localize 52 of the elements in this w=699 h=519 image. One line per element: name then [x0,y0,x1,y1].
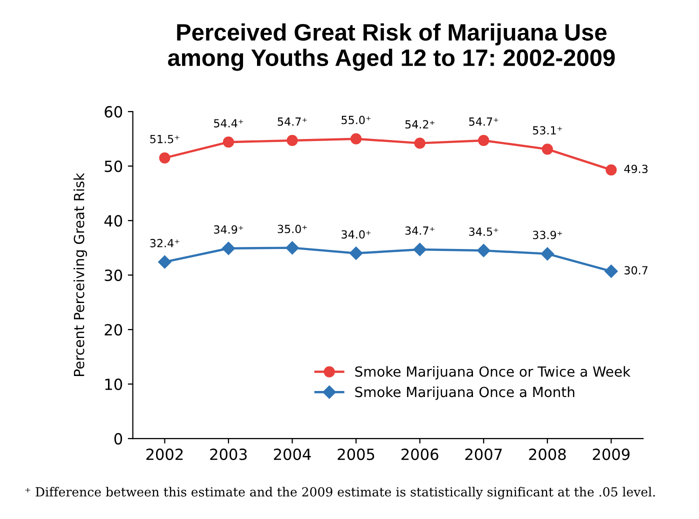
y-tick-label: 60 [104,106,122,118]
point [349,246,363,260]
x-tick-label: 2006 [402,448,438,460]
legend-label: Smoke Marijuana Once or Twice a Week [355,366,631,380]
data-label: 32.4⁺ [150,238,180,248]
x-tick-label: 2007 [465,448,502,460]
point [604,264,618,278]
text: ⁺ Difference between this estimate and the 2009 estimate is statistically significant at the .05 level. [25,486,655,500]
point [414,138,426,149]
x-tick-label: 2005 [338,448,374,460]
data-label: 53.1⁺ [532,126,562,135]
x-tick-label: 2009 [592,448,630,460]
point [222,242,236,255]
point [542,144,553,155]
y-axis-title: Percent Perceiving Great Risk [74,172,87,376]
data-label: 35.0⁺ [278,224,307,234]
data-label: 54.4⁺ [214,119,244,128]
y-tick-label: 50 [104,160,122,172]
point [159,152,170,164]
point [350,133,362,144]
point [478,134,490,146]
point [477,244,490,258]
data-label: 34.7⁺ [405,226,434,235]
data-label: 54.2⁺ [405,120,434,129]
y-tick-label: 40 [104,215,122,227]
y-tick-label: 0 [114,433,122,445]
y-tick-label: 20 [104,324,122,336]
data-label: 34.5⁺ [469,227,498,236]
x-tick-label: 2008 [529,448,566,460]
x-tick-label: 2003 [210,448,247,460]
data-label: 30.7 [624,266,648,274]
data-label: 33.9⁺ [532,230,562,240]
point [286,241,299,254]
chart-title: Perceived Great Risk of Marijuana Use among Youths Aged 12 to 17: 2002-2009 [168,23,615,71]
data-label: 54.7⁺ [469,118,498,126]
point [540,247,554,260]
point [222,136,234,148]
y-tick-label: 10 [105,378,122,390]
x-tick-label: 2004 [274,448,311,460]
data-label: 34.9⁺ [214,225,244,234]
x-tick-label: 2002 [146,448,183,460]
data-label: 55.0⁺ [342,116,371,124]
data-label: 49.3 [624,164,648,174]
data-label: 51.5⁺ [150,134,180,144]
point [606,164,617,176]
data-label: 54.7⁺ [278,118,307,126]
data-label: 34.0⁺ [342,230,371,239]
legend-label: Smoke Marijuana Once a Month [355,386,574,400]
point [158,255,172,269]
point [413,242,426,256]
point [286,134,298,146]
y-tick-label: 30 [104,270,122,282]
